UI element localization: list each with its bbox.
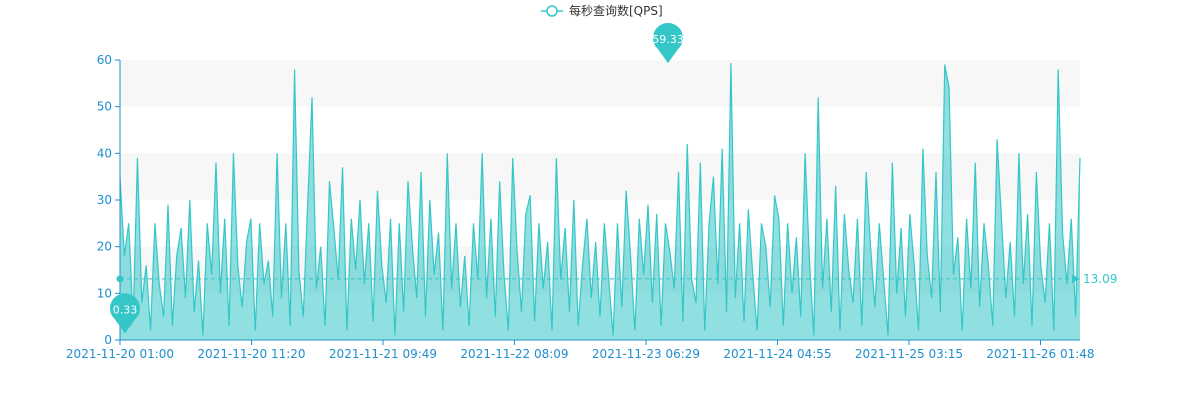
- y-tick-label: 60: [97, 53, 112, 67]
- x-tick-label: 2021-11-20 11:20: [197, 347, 305, 361]
- y-tick-label: 30: [97, 193, 112, 207]
- x-tick-label: 2021-11-21 09:49: [329, 347, 437, 361]
- average-arrow-icon: [1072, 274, 1080, 283]
- markers: 59.33 0.33: [110, 22, 684, 334]
- average-start-dot: [116, 275, 124, 283]
- x-tick-label: 2021-11-24 04:55: [723, 347, 831, 361]
- legend-label: 每秒查询数[QPS]: [569, 3, 663, 18]
- series-area: [120, 63, 1080, 340]
- x-axis-labels: 2021-11-20 01:00 2021-11-20 11:20 2021-11-…: [66, 347, 1095, 361]
- x-tick-label: 2021-11-22 08:09: [460, 347, 568, 361]
- max-marker-pin-icon: [653, 22, 683, 64]
- min-marker-pin-icon: [110, 293, 141, 334]
- x-tick-label: 2021-11-25 03:15: [855, 347, 963, 361]
- grid-band: [120, 153, 1080, 200]
- y-tick-label: 0: [104, 333, 112, 347]
- x-tick-label: 2021-11-26 01:48: [986, 347, 1094, 361]
- y-tick-label: 40: [97, 146, 112, 160]
- legend-circle-icon: [546, 5, 558, 17]
- min-marker-label: 0.33: [113, 303, 138, 316]
- legend[interactable]: 每秒查询数[QPS]: [541, 3, 663, 18]
- average-label: 13.09: [1083, 272, 1117, 286]
- average-line: 13.09: [116, 272, 1117, 286]
- x-tick-label: 2021-11-23 06:29: [592, 347, 700, 361]
- series-line: [119, 63, 1081, 336]
- grid-band: [120, 60, 1080, 107]
- y-tick-label: 20: [97, 240, 112, 254]
- plot-area: [119, 63, 1081, 340]
- axes: [115, 59, 1080, 345]
- y-axis-labels: 0 10 20 30 40 50 60: [97, 53, 112, 347]
- x-tick-label: 2021-11-20 01:00: [66, 347, 174, 361]
- max-marker-label: 59.33: [652, 33, 684, 46]
- y-tick-label: 10: [97, 286, 112, 300]
- y-tick-label: 50: [97, 100, 112, 114]
